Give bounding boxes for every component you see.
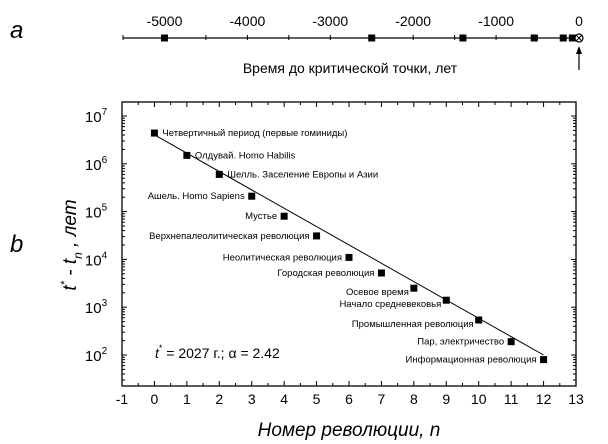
data-point xyxy=(377,269,385,277)
data-point-label: Начало средневековья xyxy=(339,299,441,310)
timeline-axis: -5000 -4000 -3000 -2000 -1000 0 xyxy=(122,13,584,70)
x-tick-label: 2 xyxy=(215,391,223,407)
x-tick-label: 3 xyxy=(248,391,256,407)
fit-line xyxy=(154,134,544,356)
y-tick-exponent: 4 xyxy=(102,250,108,261)
data-point-label: Олдувай. Homo Habilis xyxy=(195,150,296,161)
timeline-tick-label: -5000 xyxy=(147,13,183,29)
panel-label-b: b xyxy=(10,231,23,258)
data-point-label: Мустье xyxy=(245,211,277,222)
y-tick-exponent: 2 xyxy=(102,346,108,357)
y-tick-exponent: 5 xyxy=(102,203,108,214)
timeline-point xyxy=(368,34,376,42)
data-point xyxy=(280,212,288,220)
y-tick-base: 10 xyxy=(85,300,102,317)
y-tick-exponent: 7 xyxy=(102,107,108,118)
x-tick-label: 6 xyxy=(345,391,353,407)
data-point xyxy=(183,151,191,159)
timeline-tick-label: -1000 xyxy=(478,13,514,29)
data-point xyxy=(442,296,450,304)
data-point-label: Шелль. Заселение Европы и Азии xyxy=(227,169,378,180)
timeline-axis-label: Время до критической точки, лет xyxy=(243,60,458,76)
timeline-point xyxy=(160,34,168,42)
y-tick-label: 106 xyxy=(85,155,108,174)
x-tick-label: 8 xyxy=(410,391,418,407)
x-tick-label: 0 xyxy=(151,391,159,407)
x-tick-label: 9 xyxy=(442,391,450,407)
data-point-label: Неолитическая революция xyxy=(223,252,342,263)
data-point-label: Ашель. Homo Sapiens xyxy=(148,191,245,202)
data-point-label: Четвертичный период (первые гоминиды) xyxy=(162,128,347,139)
y-tick-base: 10 xyxy=(85,109,102,126)
x-tick-label: 4 xyxy=(280,391,288,407)
data-point xyxy=(410,284,418,292)
y-tick-label: 107 xyxy=(85,107,108,126)
x-axis-title: Номер революции, n xyxy=(258,420,441,441)
data-point xyxy=(475,316,483,324)
data-point xyxy=(540,356,548,364)
critical-point-arrowhead xyxy=(576,46,582,54)
y-tick-base: 10 xyxy=(85,252,102,269)
timeline-tick-label: 0 xyxy=(575,13,583,29)
log-plot: -1 0 1 2 3 4 5 6 7 8 9 10 11 12 13102103104105106107Че… xyxy=(85,101,584,407)
y-tick-exponent: 6 xyxy=(102,155,108,166)
data-point xyxy=(507,338,515,346)
timeline-point xyxy=(459,34,467,42)
x-tick-label: 13 xyxy=(568,391,584,407)
y-tick-base: 10 xyxy=(85,348,102,365)
x-tick-label: 12 xyxy=(536,391,552,407)
fit-annotation: t* = 2027 г.; α = 2.42 xyxy=(155,343,280,361)
timeline-tick-label: -4000 xyxy=(229,13,265,29)
timeline-tick-label: -2000 xyxy=(395,13,431,29)
y-tick-label: 102 xyxy=(85,346,108,365)
y-tick-exponent: 3 xyxy=(102,298,108,309)
data-point xyxy=(215,170,223,178)
data-point-label: Верхнепалеолитическая революция xyxy=(149,231,309,242)
y-tick-base: 10 xyxy=(85,205,102,222)
data-point-label: Осевое время xyxy=(346,287,409,298)
critical-point-cross xyxy=(576,35,582,41)
x-tick-label: 1 xyxy=(183,391,191,407)
timeline-point xyxy=(568,34,576,42)
y-tick-label: 104 xyxy=(85,250,108,269)
y-tick-label: 105 xyxy=(85,203,108,222)
timeline-point xyxy=(530,34,538,42)
panel-label-a: a xyxy=(10,17,23,44)
data-point-label: Городская революция xyxy=(277,268,374,279)
x-tick-label: 5 xyxy=(313,391,321,407)
timeline-tick-label: -3000 xyxy=(312,13,348,29)
data-point xyxy=(248,192,256,200)
data-point-label: Пар, электричество xyxy=(417,337,504,348)
data-point xyxy=(150,129,158,137)
y-tick-label: 103 xyxy=(85,298,108,317)
timeline-point xyxy=(559,34,567,42)
x-tick-label: -1 xyxy=(116,391,129,407)
y-axis-title: t* - tn , лет xyxy=(59,199,85,290)
data-point-label: Информационная революция xyxy=(406,355,537,366)
x-tick-label: 10 xyxy=(471,391,487,407)
data-point xyxy=(345,253,353,261)
data-point-label: Промышленная революция xyxy=(352,319,474,330)
data-point xyxy=(313,232,321,240)
x-tick-label: 7 xyxy=(378,391,386,407)
x-tick-label: 11 xyxy=(504,391,519,407)
y-tick-base: 10 xyxy=(85,157,102,174)
